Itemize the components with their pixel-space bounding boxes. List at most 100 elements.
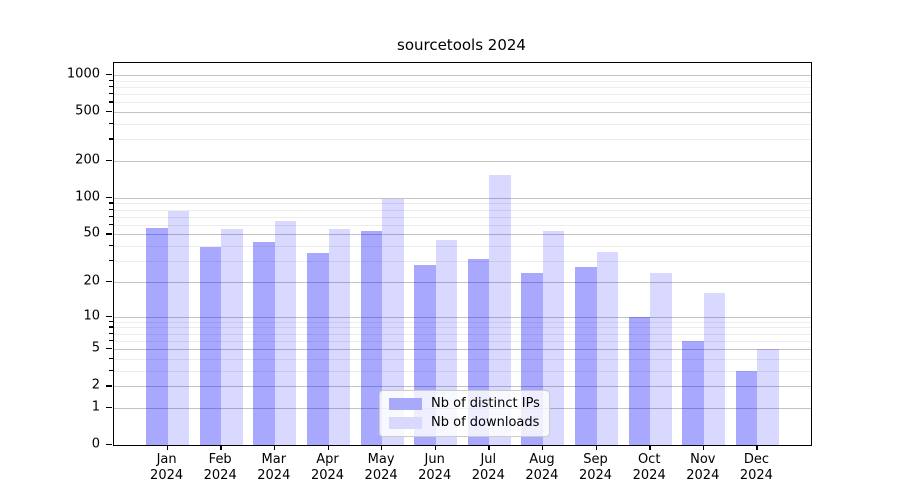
- x-tick-year: 2024: [310, 468, 345, 483]
- y-tick-label: 2: [91, 377, 100, 393]
- grid-line-minor: [114, 370, 811, 372]
- grid-line-minor: [114, 102, 811, 104]
- y-tick-mark-minor: [109, 101, 113, 103]
- x-tick-mark: [220, 445, 222, 450]
- bar-downloads: [596, 251, 618, 445]
- y-tick-mark-minor: [109, 138, 113, 140]
- x-tick-year: 2024: [739, 468, 773, 483]
- grid-line-minor: [114, 124, 811, 125]
- bar-downloads: [328, 228, 350, 445]
- bar-distinct-ips: [575, 266, 597, 445]
- grid-line-major: [114, 197, 811, 199]
- x-tick-year: 2024: [578, 468, 613, 483]
- y-tick-mark: [106, 74, 112, 76]
- y-tick-label: 20: [83, 273, 100, 289]
- y-tick-mark: [106, 385, 112, 387]
- x-tick-month: Jul: [480, 452, 497, 467]
- x-tick-month: Jan: [156, 452, 177, 467]
- y-tick-mark-minor: [109, 202, 113, 204]
- legend-label: Nb of distinct IPs: [431, 396, 540, 411]
- x-tick-label: Mar 2024: [244, 452, 304, 484]
- x-tick-mark: [595, 445, 597, 450]
- legend-item: Nb of distinct IPs: [389, 396, 540, 411]
- grid-line-minor: [114, 139, 811, 141]
- x-tick-mark: [381, 445, 383, 450]
- y-tick-label: 200: [75, 152, 100, 168]
- x-tick-mark: [327, 445, 329, 450]
- grid-line-minor: [114, 224, 811, 226]
- legend-swatch: [389, 416, 422, 429]
- bar-downloads: [757, 349, 779, 445]
- x-tick-year: 2024: [257, 468, 291, 483]
- y-tick-label: 5: [91, 340, 100, 356]
- bar-distinct-ips: [253, 242, 275, 445]
- x-tick-label: Nov 2024: [673, 452, 733, 484]
- y-tick-mark: [106, 233, 112, 235]
- y-tick-mark: [106, 111, 112, 113]
- y-tick-mark-minor: [109, 339, 113, 342]
- x-tick-month: Jun: [424, 452, 445, 467]
- bar-downloads: [382, 199, 404, 445]
- y-tick-mark-minor: [109, 369, 113, 372]
- x-tick-month: Sep: [583, 452, 608, 467]
- x-tick-label: Apr 2024: [298, 452, 358, 484]
- y-tick-mark-minor: [109, 332, 113, 334]
- y-tick-label: 0: [91, 436, 100, 452]
- plot-area: [113, 62, 812, 446]
- y-tick-mark-minor: [109, 123, 113, 125]
- bar-downloads: [489, 174, 511, 445]
- bar-distinct-ips: [199, 247, 222, 445]
- y-tick-mark-minor: [109, 215, 113, 218]
- bar-downloads: [274, 220, 297, 445]
- grid-line-minor: [114, 94, 811, 96]
- y-tick-mark-minor: [109, 320, 113, 323]
- legend-item: Nb of downloads: [389, 415, 540, 430]
- grid-line-minor: [114, 86, 811, 88]
- grid-line-minor: [114, 80, 811, 82]
- bar-downloads: [650, 272, 672, 445]
- x-tick-label: Dec 2024: [726, 452, 786, 484]
- bar-distinct-ips: [360, 231, 383, 445]
- x-tick-month: May: [367, 452, 395, 467]
- y-tick-label: 100: [75, 189, 100, 205]
- bar-downloads: [221, 229, 243, 445]
- y-tick-label: 50: [83, 225, 100, 241]
- y-tick-mark: [106, 315, 112, 317]
- grid-line-minor: [114, 203, 811, 205]
- x-tick-year: 2024: [364, 468, 398, 483]
- bar-distinct-ips: [146, 227, 168, 445]
- y-tick-mark: [106, 160, 112, 162]
- grid-line-minor: [114, 321, 811, 323]
- x-tick-label: Jul 2024: [458, 452, 518, 484]
- y-tick-mark: [106, 348, 112, 350]
- x-tick-mark: [488, 445, 490, 450]
- x-tick-year: 2024: [418, 468, 452, 483]
- y-tick-mark-minor: [109, 93, 113, 95]
- legend: Nb of distinct IPs Nb of downloads: [379, 390, 550, 437]
- grid-line-minor: [114, 358, 811, 360]
- y-tick-mark: [106, 196, 112, 199]
- x-tick-year: 2024: [632, 468, 666, 483]
- x-tick-month: Dec: [743, 452, 769, 467]
- grid-line-major: [114, 161, 811, 162]
- legend-label: Nb of downloads: [431, 415, 540, 430]
- y-tick-label: 1000: [66, 66, 100, 82]
- grid-line-minor: [114, 340, 811, 342]
- bar-distinct-ips: [628, 316, 651, 445]
- x-tick-month: Nov: [690, 452, 716, 467]
- grid-line-major: [114, 281, 811, 283]
- y-tick-mark-minor: [109, 260, 113, 262]
- x-tick-year: 2024: [203, 468, 237, 483]
- x-tick-mark: [702, 445, 705, 450]
- x-tick-mark: [166, 445, 168, 450]
- y-tick-label: 10: [83, 308, 100, 324]
- y-tick-mark-minor: [109, 357, 113, 360]
- grid-line-major: [114, 386, 811, 388]
- x-tick-label: Sep 2024: [566, 452, 626, 484]
- x-tick-label: Jun 2024: [405, 452, 465, 484]
- x-tick-mark: [649, 445, 651, 450]
- y-tick-mark-minor: [109, 79, 113, 81]
- x-tick-label: Feb 2024: [190, 452, 250, 484]
- grid-line-major: [114, 75, 811, 76]
- grid-line-major: [114, 349, 811, 350]
